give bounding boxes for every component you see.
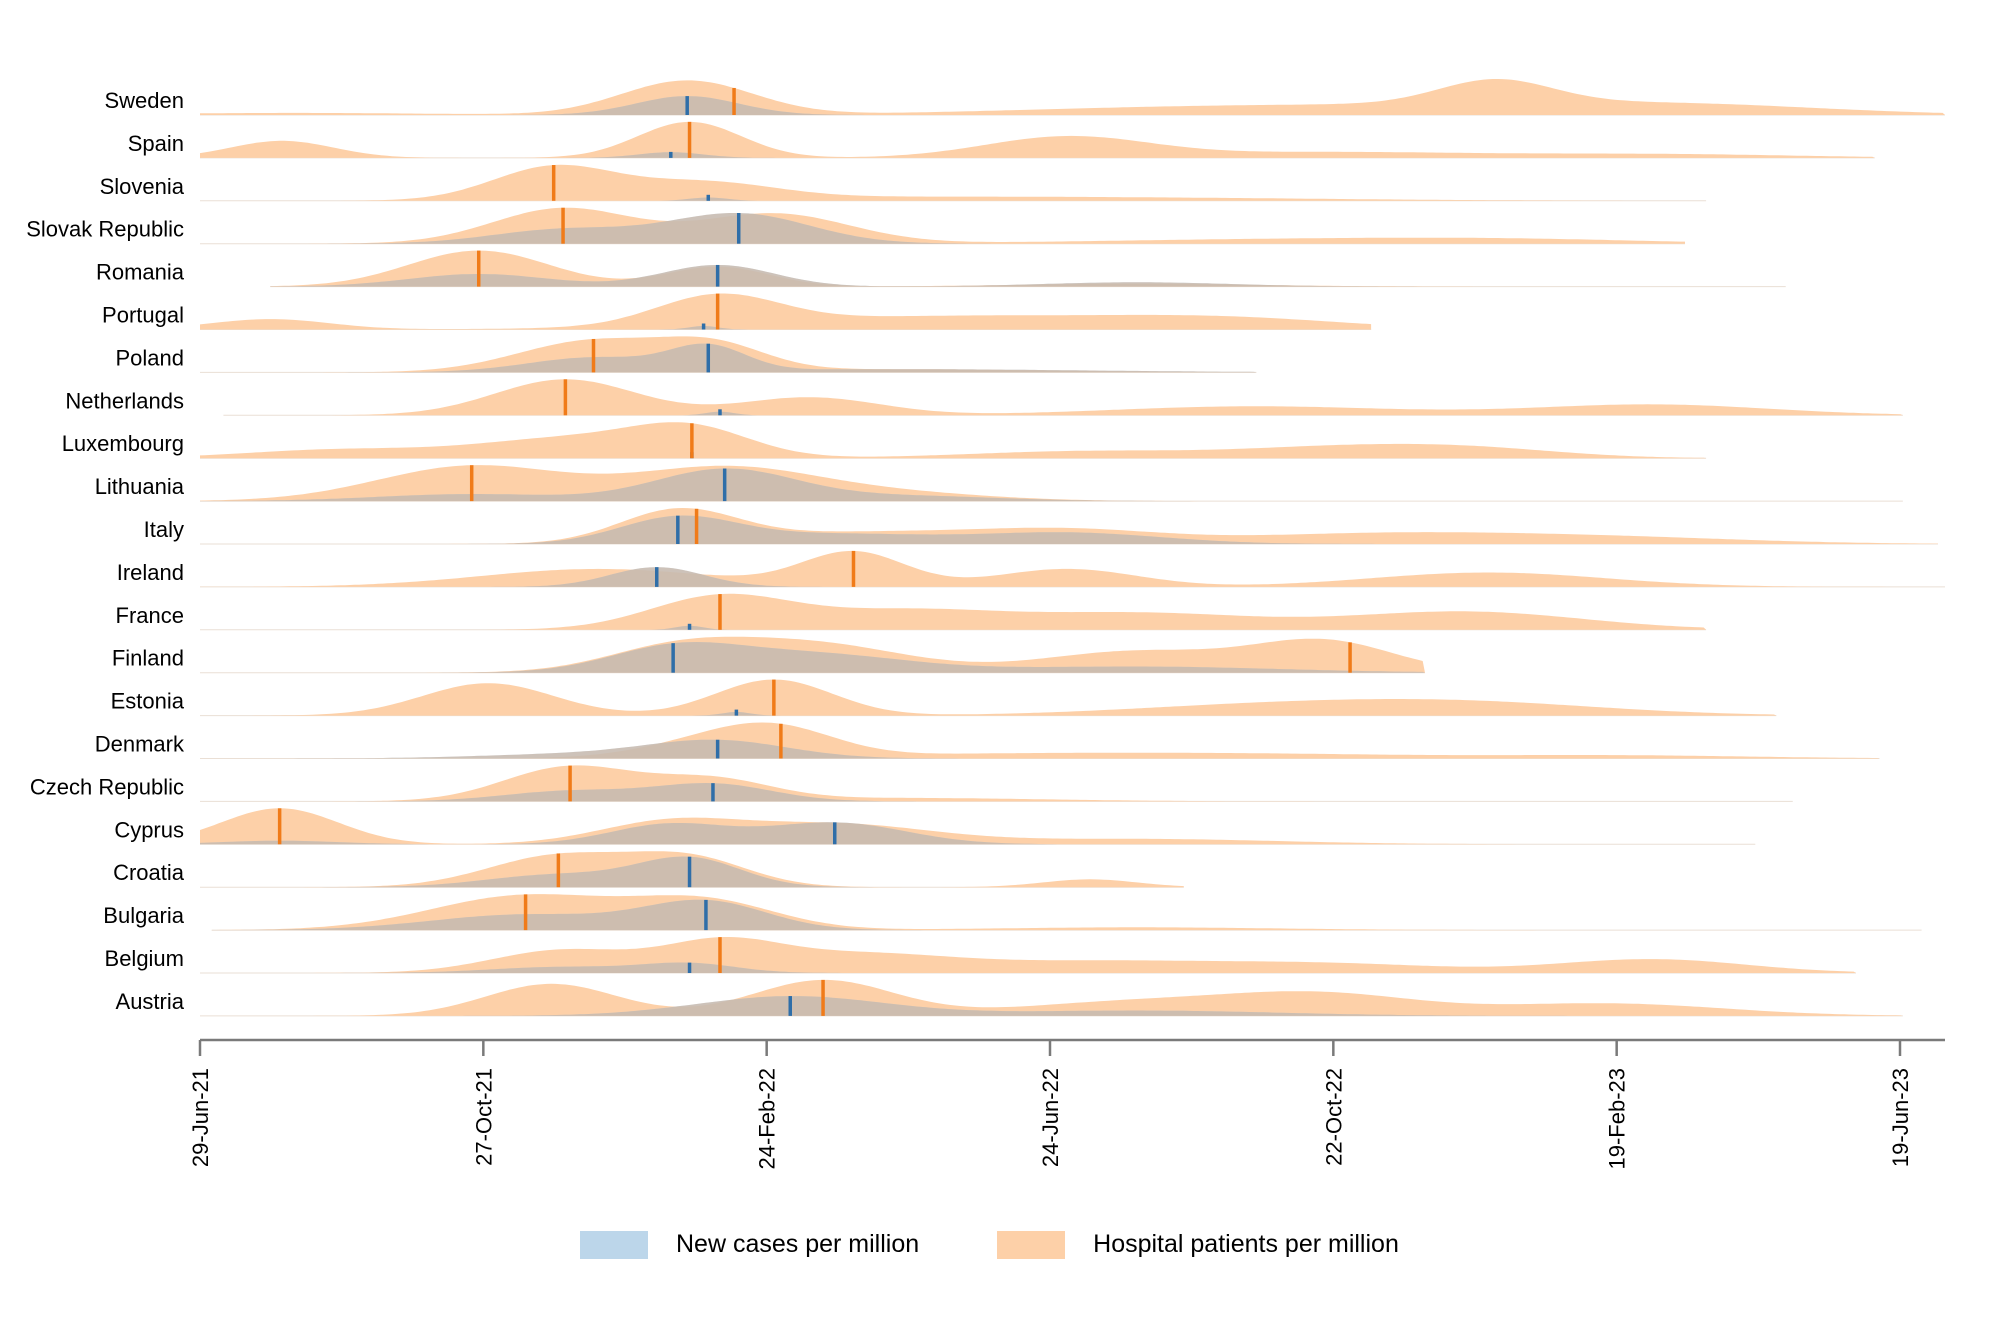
country-label: Belgium (105, 946, 184, 971)
ridge-czech-republic: Czech Republic (30, 765, 1793, 802)
cases-overlap-area (200, 152, 1875, 158)
cases-overlap-area (200, 96, 1945, 115)
ridge-ireland: Ireland (117, 550, 1945, 588)
x-axis: 29-Jun-21 27-Oct-21 24-Feb-22 24-Jun-22 22-O… (188, 1038, 1945, 1170)
country-label: Slovenia (100, 174, 185, 199)
cases-overlap-area (200, 996, 1903, 1016)
hospital-area (200, 765, 1793, 802)
ridge-slovak-republic: Slovak Republic (26, 207, 1686, 245)
x-tick-label: 19-Feb-23 (1605, 1068, 1630, 1170)
hospital-area (200, 679, 1777, 716)
cases-overlap-area (200, 515, 1938, 544)
country-label: Austria (116, 989, 185, 1014)
hospital-area (200, 593, 1707, 630)
x-tick-label: 24-Feb-22 (755, 1068, 780, 1170)
ridge-finland: Finland (112, 636, 1426, 674)
country-label: Spain (128, 131, 184, 156)
hospital-area (200, 550, 1945, 587)
country-label: Portugal (102, 303, 184, 328)
ridge-croatia: Croatia (113, 851, 1184, 888)
legend: New cases per million Hospital patients … (580, 1230, 1477, 1259)
ridge-spain: Spain (128, 121, 1875, 159)
ridge-netherlands: Netherlands (65, 379, 1903, 416)
ridge-estonia: Estonia (111, 679, 1777, 717)
country-label: Finland (112, 646, 184, 671)
legend-item-hospital: Hospital patients per million (997, 1230, 1399, 1259)
country-label: Sweden (104, 88, 184, 113)
ridge-lithuania: Lithuania (95, 465, 1903, 502)
hospital-area (200, 207, 1685, 244)
cases-overlap-area (211, 899, 1922, 931)
cases-overlap-area (200, 343, 1257, 373)
ridge-denmark: Denmark (95, 722, 1880, 759)
ridge-portugal: Portugal (102, 293, 1372, 330)
cases-overlap-area (200, 567, 1945, 587)
cases-overlap-area (200, 213, 1685, 244)
cases-overlap-area (200, 822, 1756, 845)
cases-overlap-area (200, 739, 1880, 759)
x-tick-label: 29-Jun-21 (188, 1068, 213, 1167)
ridge-slovenia: Slovenia (100, 164, 1707, 202)
legend-item-cases: New cases per million (580, 1230, 919, 1259)
cases-overlap-area (200, 468, 1903, 502)
ridge-cyprus: Cyprus (114, 808, 1756, 845)
ridge-romania: Romania (96, 250, 1786, 288)
ridge-belgium: Belgium (105, 937, 1856, 974)
country-label: Lithuania (95, 474, 185, 499)
hospital-area (200, 293, 1372, 330)
country-label: Romania (96, 260, 185, 285)
x-tick-label: 22-Oct-22 (1321, 1068, 1346, 1166)
ridge-france: France (116, 593, 1707, 631)
legend-label-cases: New cases per million (676, 1230, 920, 1258)
x-tick-label: 27-Oct-21 (471, 1068, 496, 1166)
country-label: Bulgaria (103, 903, 184, 928)
cases-overlap-area (270, 265, 1786, 287)
hospital-area (200, 121, 1875, 158)
country-label: Poland (115, 345, 184, 370)
cases-overlap-area (200, 783, 1793, 802)
ridge-italy: Italy (144, 508, 1938, 545)
ridge-bulgaria: Bulgaria (103, 894, 1922, 931)
hospital-area (200, 164, 1707, 201)
hospital-area (200, 79, 1945, 115)
legend-swatch-hospital (997, 1230, 1066, 1259)
legend-label-hospital: Hospital patients per million (1093, 1230, 1399, 1258)
ridge-sweden: Sweden (104, 79, 1945, 116)
country-label: France (116, 603, 184, 628)
hospital-area (200, 422, 1707, 459)
ridge-poland: Poland (115, 336, 1257, 373)
country-label: Cyprus (114, 817, 184, 842)
legend-swatch-cases (580, 1230, 648, 1259)
hospital-area (200, 722, 1880, 759)
hospital-area (200, 979, 1903, 1016)
country-label: Estonia (111, 689, 185, 714)
hospital-area (200, 808, 1756, 845)
ridges-group: Sweden Spain Slovenia Slovak Republic Romani… (26, 79, 1945, 1017)
country-label: Ireland (117, 560, 184, 585)
country-label: Luxembourg (62, 431, 184, 456)
cases-overlap-area (200, 962, 1856, 973)
country-label: Slovak Republic (26, 217, 184, 242)
country-label: Croatia (113, 860, 185, 885)
x-tick-label: 24-Jun-22 (1038, 1068, 1063, 1167)
hospital-area (200, 937, 1856, 973)
hospital-area (223, 379, 1903, 416)
country-label: Czech Republic (30, 774, 184, 799)
x-tick-label: 19-Jun-23 (1888, 1068, 1913, 1167)
country-label: Denmark (95, 732, 185, 757)
cases-overlap-area (200, 642, 1425, 673)
country-label: Netherlands (65, 388, 184, 413)
ridge-luxembourg: Luxembourg (62, 422, 1707, 459)
cases-overlap-area (200, 856, 1184, 888)
ridge-austria: Austria (116, 979, 1903, 1017)
country-label: Italy (144, 517, 184, 542)
